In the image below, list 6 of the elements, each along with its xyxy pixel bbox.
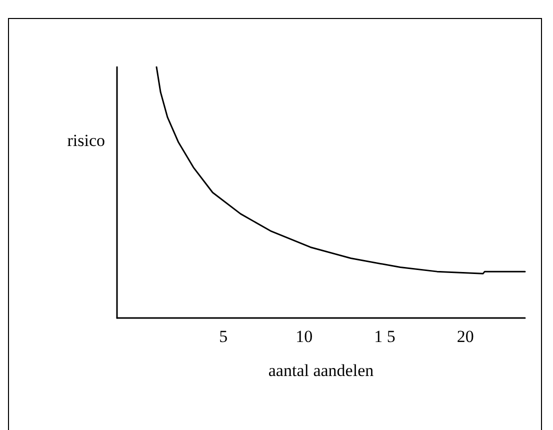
x-tick-label: 20 — [456, 327, 474, 346]
y-axis-title: risico — [67, 131, 105, 150]
x-tick-label: 5 — [219, 327, 228, 346]
x-tick-label: 10 — [296, 327, 313, 346]
x-axis-title: aantal aandelen — [268, 361, 374, 380]
x-tick-label: 1 5 — [374, 327, 396, 346]
